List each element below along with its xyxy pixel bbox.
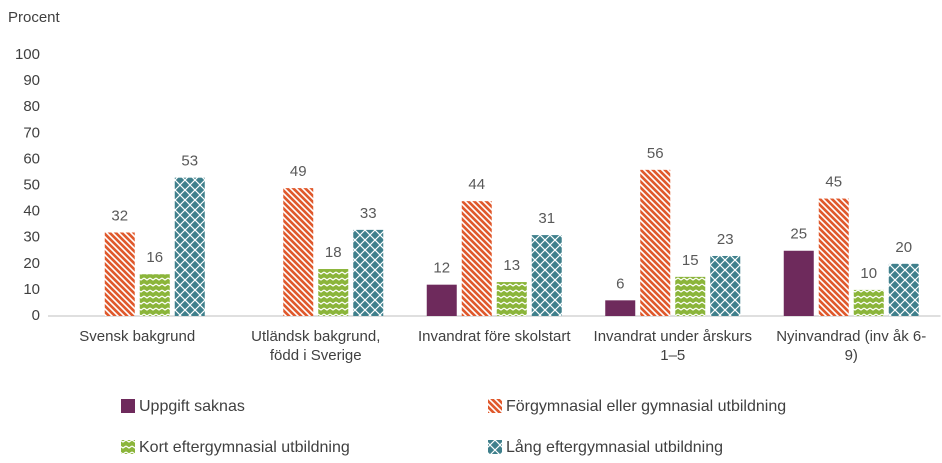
bar <box>353 229 384 316</box>
value-label: 23 <box>717 231 734 248</box>
value-label: 33 <box>360 205 377 222</box>
bar <box>640 169 671 316</box>
value-label: 53 <box>181 153 198 170</box>
bar <box>853 289 884 316</box>
y-tick-label: 50 <box>23 176 40 193</box>
legend-label: Uppgift saknas <box>139 398 245 415</box>
y-tick-label: 40 <box>23 203 40 220</box>
bar <box>139 274 170 316</box>
value-label: 12 <box>433 260 450 277</box>
y-tick-label: 0 <box>32 307 40 324</box>
y-tick-label: 90 <box>23 72 40 89</box>
y-axis-label: Procent <box>8 9 61 26</box>
legend-swatch <box>121 399 135 413</box>
value-label: 45 <box>825 174 842 191</box>
legend-label: Förgymnasial eller gymnasial utbildning <box>506 398 786 415</box>
bar <box>283 188 314 316</box>
y-tick-label: 10 <box>23 281 40 298</box>
value-label: 13 <box>503 257 520 274</box>
bar <box>783 250 814 316</box>
value-label: 18 <box>325 244 342 261</box>
bar <box>531 235 562 316</box>
value-label: 15 <box>682 252 699 269</box>
bar <box>710 255 741 316</box>
bar <box>675 276 706 316</box>
value-label: 20 <box>895 239 912 256</box>
x-tick-label: Nyinvandrad (inv åk 6-9) <box>776 328 926 364</box>
y-tick-label: 60 <box>23 150 40 167</box>
bar <box>496 282 527 316</box>
value-label: 49 <box>290 163 307 180</box>
value-label: 44 <box>468 176 485 193</box>
bar <box>426 284 457 316</box>
legend-swatch <box>488 440 502 454</box>
x-tick-label: Utländsk bakgrund, född i Sverige <box>251 328 380 364</box>
bar <box>888 263 919 316</box>
value-label: 6 <box>616 275 624 292</box>
bar <box>104 232 135 316</box>
y-tick-label: 70 <box>23 124 40 141</box>
legend-label: Kort eftergymnasial utbildning <box>139 439 350 456</box>
value-label: 16 <box>146 249 163 266</box>
legend-swatch <box>121 440 135 454</box>
y-tick-label: 100 <box>15 46 40 63</box>
legend-swatch <box>488 399 502 413</box>
value-label: 32 <box>111 207 128 224</box>
value-label: 25 <box>790 226 807 243</box>
bar <box>318 269 349 316</box>
x-tick-label: Svensk bakgrund <box>79 328 195 345</box>
value-label: 31 <box>538 210 555 227</box>
y-tick-label: 30 <box>23 229 40 246</box>
y-tick-label: 20 <box>23 255 40 272</box>
bar <box>605 300 636 316</box>
bar <box>461 201 492 316</box>
legend-label: Lång eftergymnasial utbildning <box>506 438 723 456</box>
bar <box>818 198 849 316</box>
bar <box>174 177 205 316</box>
y-tick-label: 80 <box>23 98 40 115</box>
value-label: 56 <box>647 145 664 162</box>
value-label: 10 <box>860 265 877 282</box>
x-tick-label: Invandrat före skolstart <box>418 328 571 345</box>
x-tick-label: Invandrat under årskurs 1–5 <box>594 328 752 364</box>
